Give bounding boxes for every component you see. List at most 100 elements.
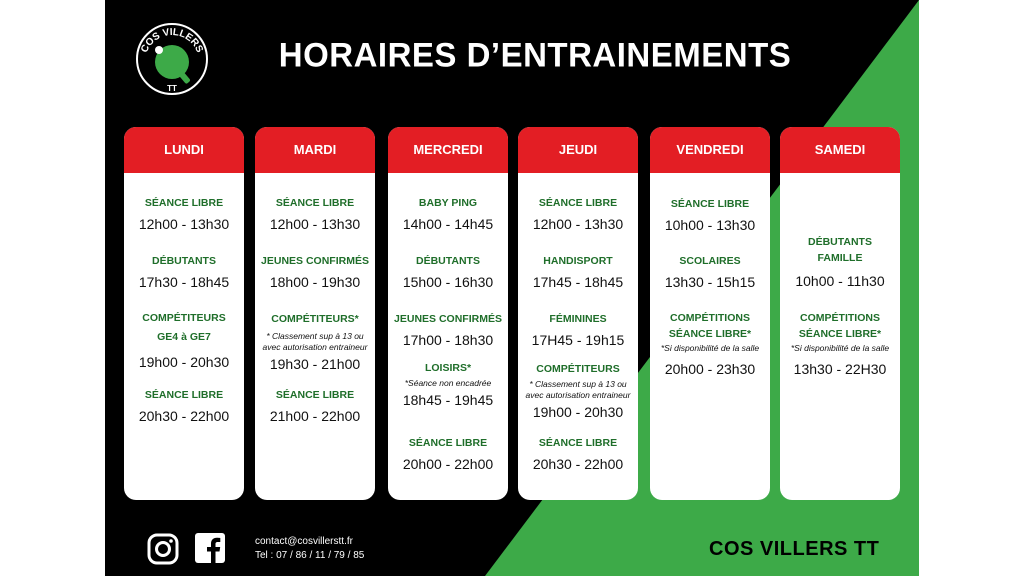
contact-email[interactable]: contact@cosvillerstt.fr <box>255 536 353 547</box>
session: BABY PING 14h00 - 14h45 <box>388 195 508 233</box>
session-time: 12h00 - 13h30 <box>269 216 361 232</box>
activity-name: SÉANCE LIBRE <box>538 197 618 209</box>
instagram-icon[interactable] <box>147 533 179 565</box>
session: COMPÉTITIONS SÉANCE LIBRE* *Si disponibi… <box>650 310 770 378</box>
activity-name: DÉBUTANTS <box>808 236 872 248</box>
activity-name: SÉANCE LIBRE <box>275 389 355 401</box>
session-time: 18h45 - 19h45 <box>402 392 494 408</box>
activity-name: DÉBUTANTS <box>152 255 216 267</box>
day-card-jeudi: JEUDI SÉANCE LIBRE 12h00 - 13h30 HANDISP… <box>518 127 638 500</box>
session-time: 17h30 - 18h45 <box>138 274 230 290</box>
activity-name: LOISIRS* <box>424 362 472 374</box>
activity-name: SCOLAIRES <box>679 255 741 267</box>
session-time: 17h45 - 18h45 <box>532 274 624 290</box>
activity-name: DÉBUTANTS <box>416 255 480 267</box>
activity-name-line2: FAMILLE <box>817 252 863 264</box>
activity-name: HANDISPORT <box>543 255 613 267</box>
session-time: 20h30 - 22h00 <box>532 456 624 472</box>
activity-name: SÉANCE LIBRE <box>144 389 224 401</box>
session-time: 10h00 - 13h30 <box>664 217 756 233</box>
activity-name: COMPÉTITIONS <box>800 312 880 324</box>
page-title: HORAIRES D’ENTRAINEMENTS <box>278 35 792 74</box>
activity-name: COMPÉTITEURS <box>142 312 226 324</box>
day-card-mercredi: MERCREDI BABY PING 14h00 - 14h45 DÉBUTAN… <box>388 127 508 500</box>
activity-name: JEUNES CONFIRMÉS <box>394 313 502 325</box>
session-time: 18h00 - 19h30 <box>269 274 361 290</box>
day-header: MERCREDI <box>388 127 508 173</box>
session-time: 13h30 - 15h15 <box>664 274 756 290</box>
contact-info: contact@cosvillerstt.fr Tel : 07 / 86 / … <box>255 535 364 563</box>
session: SÉANCE LIBRE 20h00 - 22h00 <box>388 435 508 473</box>
session-time: 12h00 - 13h30 <box>138 216 230 232</box>
session-note: * Classement sup à 13 ou <box>266 331 364 341</box>
contact-phone: Tel : 07 / 86 / 11 / 79 / 85 <box>255 550 365 561</box>
activity-name: COMPÉTITEURS <box>536 363 620 375</box>
activity-name: SÉANCE LIBRE <box>144 197 224 209</box>
session: SÉANCE LIBRE 21h00 - 22h00 <box>255 387 375 425</box>
session: LOISIRS* *Séance non encadrée 18h45 - 19… <box>388 360 508 409</box>
facebook-icon[interactable] <box>195 533 225 563</box>
session-note: *Si disponibilité de la salle <box>790 343 890 353</box>
session-time: 10h00 - 11h30 <box>795 273 885 289</box>
session: COMPÉTITEURS GE4 à GE7 19h00 - 20h30 <box>124 310 244 371</box>
session-time: 20h00 - 23h30 <box>664 361 756 377</box>
session: SCOLAIRES 13h30 - 15h15 <box>650 253 770 291</box>
activity-name: JEUNES CONFIRMÉS <box>261 255 369 267</box>
activity-name: BABY PING <box>418 197 478 209</box>
session-time: 17H45 - 19h15 <box>531 332 625 348</box>
session-time: 13h30 - 22H30 <box>793 361 887 377</box>
session-time: 19h30 - 21h00 <box>269 356 361 372</box>
session: COMPÉTITEURS * Classement sup à 13 ou av… <box>518 361 638 421</box>
session-time: 15h00 - 16h30 <box>402 274 494 290</box>
session: JEUNES CONFIRMÉS 17h00 - 18h30 <box>388 311 508 349</box>
session-time: 20h00 - 22h00 <box>402 456 494 472</box>
session: SÉANCE LIBRE 20h30 - 22h00 <box>518 435 638 473</box>
day-card-lundi: LUNDI SÉANCE LIBRE 12h00 - 13h30 DÉBUTAN… <box>124 127 244 500</box>
activity-name: SÉANCE LIBRE <box>408 437 488 449</box>
session: DÉBUTANTS 15h00 - 16h30 <box>388 253 508 291</box>
session: FÉMININES 17H45 - 19h15 <box>518 311 638 349</box>
logo-text-bottom: TT <box>167 84 177 93</box>
activity-name: SÉANCE LIBRE <box>538 437 618 449</box>
session-note: avec autorisation entraineur <box>525 390 631 400</box>
session-time: 12h00 - 13h30 <box>532 216 624 232</box>
activity-name: COMPÉTITEURS* <box>271 313 359 325</box>
session: SÉANCE LIBRE 12h00 - 13h30 <box>255 195 375 233</box>
session-time: 19h00 - 20h30 <box>532 404 624 420</box>
session: HANDISPORT 17h45 - 18h45 <box>518 253 638 291</box>
day-card-vendredi: VENDREDI SÉANCE LIBRE 10h00 - 13h30 SCOL… <box>650 127 770 500</box>
activity-name: FÉMININES <box>549 313 607 325</box>
session: JEUNES CONFIRMÉS 18h00 - 19h30 <box>255 253 375 291</box>
session-time: 21h00 - 22h00 <box>269 408 361 424</box>
day-header: JEUDI <box>518 127 638 173</box>
activity-name-line2: SÉANCE LIBRE* <box>798 328 882 340</box>
session-note: *Séance non encadrée <box>404 378 492 388</box>
session-time: 14h00 - 14h45 <box>402 216 494 232</box>
schedule-poster: COS VILLERS TT HORAIRES D’ENTRAINEMENTS … <box>105 0 919 576</box>
day-header: SAMEDI <box>780 127 900 173</box>
activity-name-line2: GE4 à GE7 <box>157 331 211 343</box>
session-time: 17h00 - 18h30 <box>402 332 494 348</box>
session: SÉANCE LIBRE 12h00 - 13h30 <box>124 195 244 233</box>
session: SÉANCE LIBRE 12h00 - 13h30 <box>518 195 638 233</box>
session-time: 19h00 - 20h30 <box>138 354 230 370</box>
activity-name: COMPÉTITIONS <box>670 312 750 324</box>
session: SÉANCE LIBRE 20h30 - 22h00 <box>124 387 244 425</box>
session: DÉBUTANTS FAMILLE 10h00 - 11h30 <box>780 234 900 290</box>
day-card-mardi: MARDI SÉANCE LIBRE 12h00 - 13h30 JEUNES … <box>255 127 375 500</box>
day-header: VENDREDI <box>650 127 770 173</box>
day-header: LUNDI <box>124 127 244 173</box>
session-note: *Si disponibilité de la salle <box>660 343 760 353</box>
activity-name-line2: SÉANCE LIBRE* <box>668 328 752 340</box>
activity-name: SÉANCE LIBRE <box>670 198 750 210</box>
session: DÉBUTANTS 17h30 - 18h45 <box>124 253 244 291</box>
session-note: * Classement sup à 13 ou <box>529 379 627 389</box>
session-note: avec autorisation entraineur <box>262 342 368 352</box>
session: SÉANCE LIBRE 10h00 - 13h30 <box>650 196 770 234</box>
session: COMPÉTITIONS SÉANCE LIBRE* *Si disponibi… <box>780 310 900 378</box>
activity-name: SÉANCE LIBRE <box>275 197 355 209</box>
brand-name: COS VILLERS TT <box>709 538 880 560</box>
club-logo: COS VILLERS TT <box>136 23 208 95</box>
day-card-samedi: SAMEDI DÉBUTANTS FAMILLE 10h00 - 11h30 C… <box>780 127 900 500</box>
session-time: 20h30 - 22h00 <box>138 408 230 424</box>
